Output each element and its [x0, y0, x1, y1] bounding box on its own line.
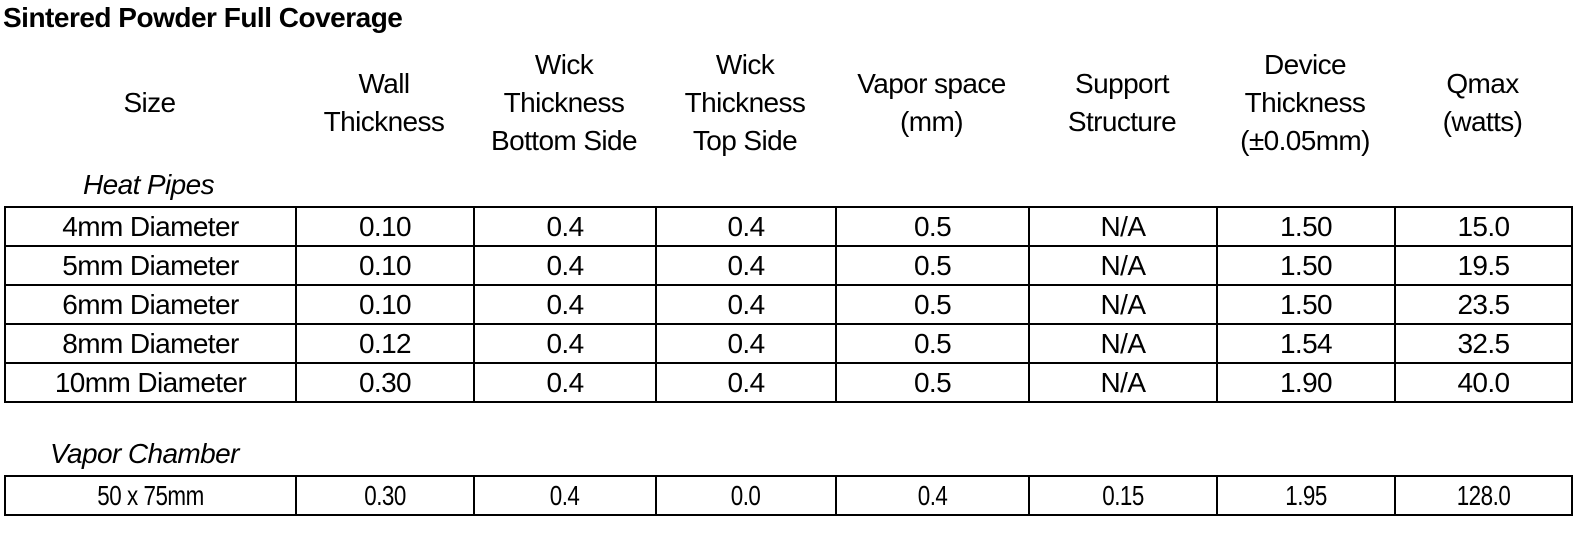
column-header-size: Size	[123, 87, 176, 118]
cell-wall-thickness: 0.12	[295, 323, 475, 364]
cell-size-text: 50 x 75mm	[97, 479, 204, 511]
cell-vapor-space: 0.5	[835, 284, 1030, 325]
cell-wall-thickness: 0.10	[295, 245, 475, 286]
cell-vapor-space: 0.5	[835, 323, 1030, 364]
cell-wick-bottom-text: 0.4	[550, 479, 580, 511]
cell-wick-top-text: 0.0	[731, 479, 761, 511]
column-header-support-structure: Support Structure	[1067, 68, 1177, 137]
cell-support-structure: N/A	[1028, 206, 1218, 247]
cell-qmax: 23.5	[1394, 284, 1573, 325]
column-header-wick-thickness-top: Wick Thickness Top Side	[684, 49, 806, 156]
column-header-device-thickness: Device Thickness (±0.05mm)	[1240, 49, 1370, 156]
cell-size: 8mm Diameter	[4, 323, 297, 364]
cell-wick-top: 0.4	[655, 206, 837, 247]
cell-device-thickness-text: 1.95	[1285, 479, 1327, 511]
cell-qmax: 15.0	[1394, 206, 1573, 247]
cell-vapor-space: 0.5	[835, 362, 1030, 403]
cell-device-thickness: 1.50	[1216, 284, 1396, 325]
cell-wall-thickness: 0.10	[295, 284, 475, 325]
cell-size: 5mm Diameter	[4, 245, 297, 286]
cell-device-thickness: 1.90	[1216, 362, 1396, 403]
cell-wick-top: 0.4	[655, 284, 837, 325]
table-row: 5mm Diameter 0.10 0.4 0.4 0.5 N/A 1.50 1…	[4, 245, 1573, 286]
cell-wall-thickness: 0.30	[295, 362, 475, 403]
cell-wick-top: 0.4	[655, 245, 837, 286]
table-row: 6mm Diameter 0.10 0.4 0.4 0.5 N/A 1.50 2…	[4, 284, 1573, 325]
column-header-wick-thickness-bottom: Wick Thickness Bottom Side	[491, 49, 638, 156]
cell-vapor-space: 0.5	[835, 206, 1030, 247]
cell-support-structure: N/A	[1028, 245, 1218, 286]
cell-vapor-space-text: 0.4	[917, 479, 948, 511]
heat-pipes-table: 4mm Diameter 0.10 0.4 0.4 0.5 N/A 1.50 1…	[4, 206, 1573, 403]
cell-support-structure: N/A	[1028, 323, 1218, 364]
cell-vapor-space: 0.5	[835, 245, 1030, 286]
column-header-vapor-space: Vapor space (mm)	[857, 68, 1006, 137]
table-row: 10mm Diameter 0.30 0.4 0.4 0.5 N/A 1.90 …	[4, 362, 1573, 403]
cell-wick-bottom: 0.4	[473, 362, 657, 403]
cell-support-structure: N/A	[1028, 362, 1218, 403]
cell-size: 10mm Diameter	[4, 362, 297, 403]
cell-device-thickness: 1.95	[1216, 475, 1396, 516]
cell-qmax: 40.0	[1394, 362, 1573, 403]
cell-device-thickness: 1.54	[1216, 323, 1396, 364]
cell-vapor-space: 0.4	[835, 475, 1030, 516]
cell-wall-thickness: 0.30	[295, 475, 475, 516]
cell-wick-top: 0.4	[655, 323, 837, 364]
table-row: 50 x 75mm 0.30 0.4 0.0 0.4 0.15 1.95 128…	[4, 475, 1573, 516]
cell-wick-bottom: 0.4	[473, 206, 657, 247]
page-title: Sintered Powder Full Coverage	[3, 2, 403, 33]
cell-wick-bottom: 0.4	[473, 475, 657, 516]
cell-size: 4mm Diameter	[4, 206, 297, 247]
cell-wall-thickness-text: 0.30	[364, 479, 406, 511]
cell-support-structure-text: 0.15	[1102, 479, 1144, 511]
cell-size: 6mm Diameter	[4, 284, 297, 325]
cell-qmax: 19.5	[1394, 245, 1573, 286]
section-label-heat-pipes: Heat Pipes	[83, 169, 215, 200]
header-row: Size Wall Thickness Wick Thickness Botto…	[4, 46, 1577, 160]
cell-size: 50 x 75mm	[4, 475, 297, 516]
section-label-vapor-chamber: Vapor Chamber	[50, 438, 239, 469]
vapor-chamber-table: 50 x 75mm 0.30 0.4 0.0 0.4 0.15 1.95 128…	[4, 475, 1573, 516]
cell-device-thickness: 1.50	[1216, 245, 1396, 286]
cell-wick-bottom: 0.4	[473, 323, 657, 364]
column-header-wall-thickness: Wall Thickness	[323, 68, 445, 137]
cell-wick-bottom: 0.4	[473, 284, 657, 325]
table-row: 8mm Diameter 0.12 0.4 0.4 0.5 N/A 1.54 3…	[4, 323, 1573, 364]
cell-support-structure: N/A	[1028, 284, 1218, 325]
column-header-qmax: Qmax (watts)	[1442, 68, 1523, 137]
cell-wall-thickness: 0.10	[295, 206, 475, 247]
cell-support-structure: 0.15	[1028, 475, 1218, 516]
cell-device-thickness: 1.50	[1216, 206, 1396, 247]
cell-qmax-text: 128.0	[1456, 479, 1511, 511]
cell-qmax: 128.0	[1394, 475, 1573, 516]
cell-wick-top: 0.0	[655, 475, 837, 516]
table-row: 4mm Diameter 0.10 0.4 0.4 0.5 N/A 1.50 1…	[4, 206, 1573, 247]
cell-qmax: 32.5	[1394, 323, 1573, 364]
cell-wick-top: 0.4	[655, 362, 837, 403]
cell-wick-bottom: 0.4	[473, 245, 657, 286]
